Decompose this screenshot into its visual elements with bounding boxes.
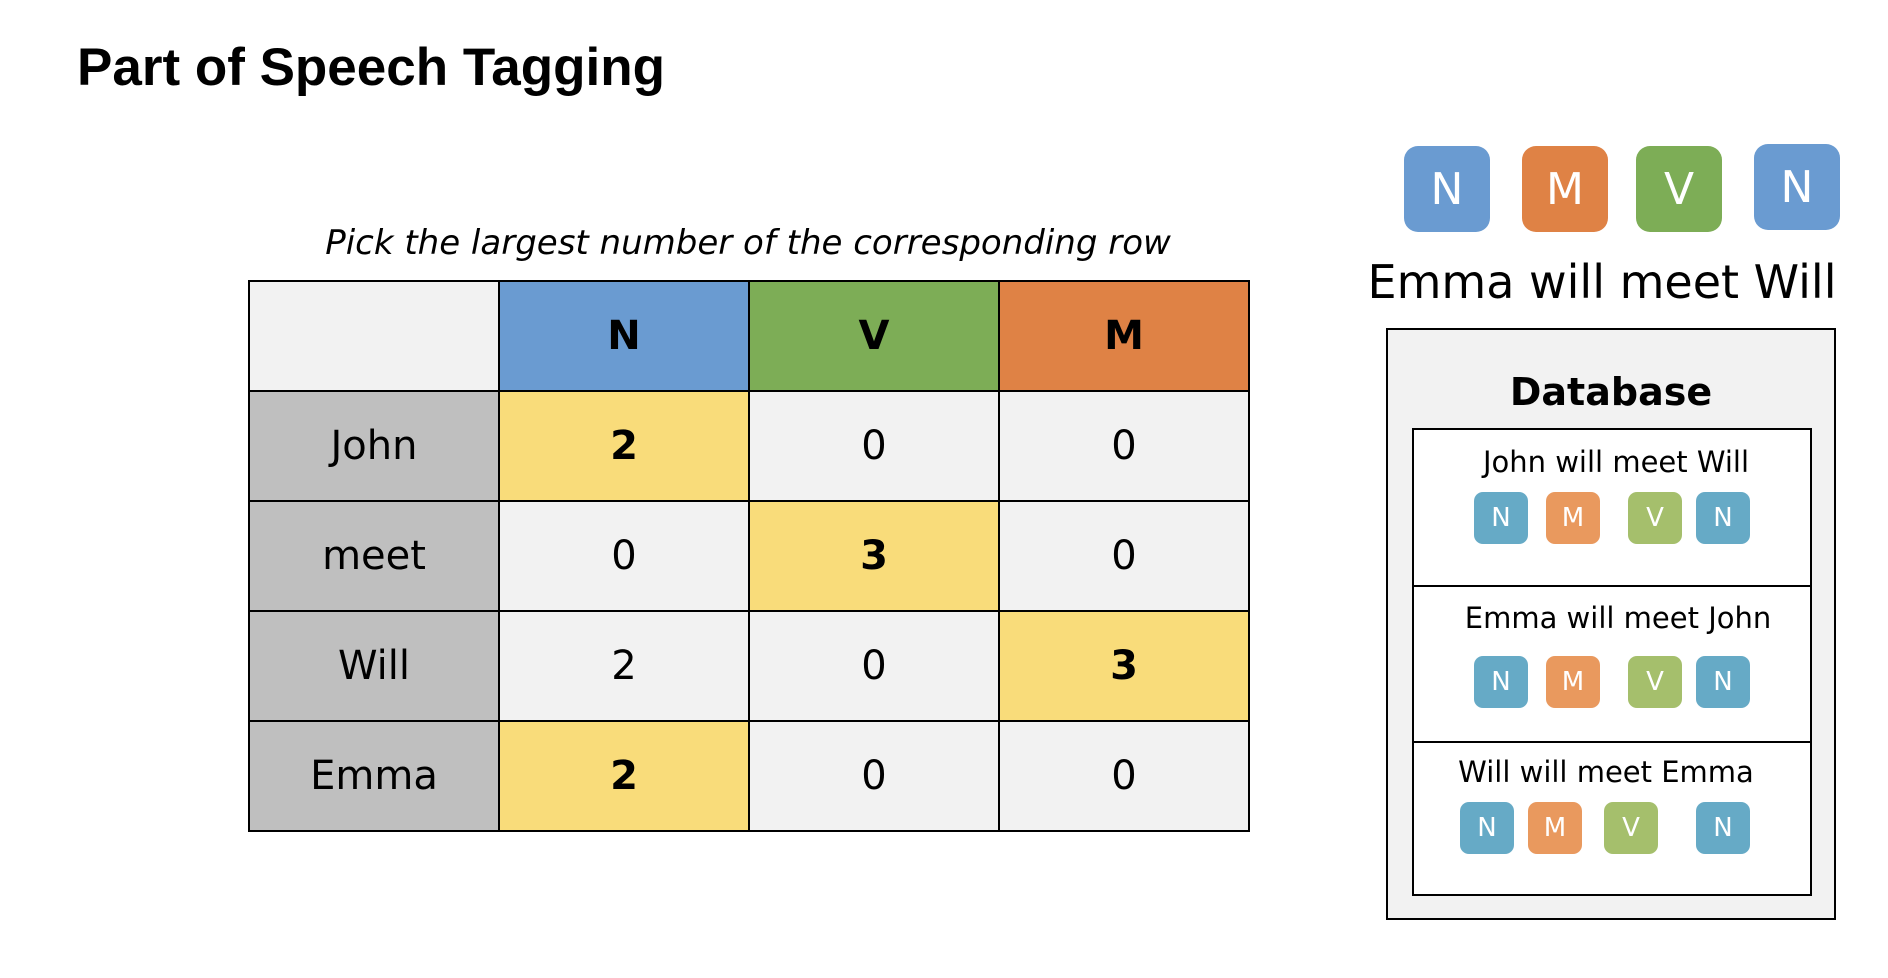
column-header-n: N xyxy=(498,280,750,392)
database-tag-verb: V xyxy=(1628,656,1682,708)
table-cell: 0 xyxy=(498,500,750,612)
database-tag-noun: N xyxy=(1460,802,1514,854)
table-cell: 0 xyxy=(998,390,1250,502)
target-tag-noun: N xyxy=(1404,146,1490,232)
database-tag-modal: M xyxy=(1546,492,1600,544)
table-cell: 0 xyxy=(748,610,1000,722)
table-cell: 0 xyxy=(998,500,1250,612)
table-row: Will 2 0 3 xyxy=(248,610,1250,722)
table-cell: 2 xyxy=(498,720,750,832)
table-cell: 3 xyxy=(748,500,1000,612)
database-sentence: Emma will meet John xyxy=(1464,601,1772,635)
table-cell: 2 xyxy=(498,390,750,502)
column-header-m: M xyxy=(998,280,1250,392)
row-label-emma: Emma xyxy=(248,720,500,832)
database-tag-modal: M xyxy=(1528,802,1582,854)
database-sentence: John will meet Will xyxy=(1482,445,1750,479)
target-tag-modal: M xyxy=(1522,146,1608,232)
row-label-john: John xyxy=(248,390,500,502)
database-tag-noun: N xyxy=(1474,656,1528,708)
database-tag-verb: V xyxy=(1628,492,1682,544)
target-sentence: Emma will meet Will xyxy=(1367,255,1837,309)
database-sentence: Will will meet Emma xyxy=(1458,755,1754,789)
table-cell: 0 xyxy=(748,390,1000,502)
table-cell: 0 xyxy=(998,720,1250,832)
tag-count-table: N V M John 2 0 0 meet 0 3 0 Will 2 0 3 E… xyxy=(248,280,1250,832)
table-cell: 3 xyxy=(998,610,1250,722)
table-row: Emma 2 0 0 xyxy=(248,720,1250,832)
database-divider xyxy=(1412,585,1812,587)
database-tag-noun: N xyxy=(1696,656,1750,708)
database-tag-noun: N xyxy=(1474,492,1528,544)
table-corner-cell xyxy=(248,280,500,392)
column-header-v: V xyxy=(748,280,1000,392)
database-title: Database xyxy=(1509,370,1713,414)
table-header-row: N V M xyxy=(248,280,1250,392)
table-cell: 0 xyxy=(748,720,1000,832)
page-title: Part of Speech Tagging xyxy=(77,38,665,97)
database-tag-noun: N xyxy=(1696,492,1750,544)
row-label-meet: meet xyxy=(248,500,500,612)
database-tag-noun: N xyxy=(1696,802,1750,854)
table-cell: 2 xyxy=(498,610,750,722)
row-label-will: Will xyxy=(248,610,500,722)
target-tag-verb: V xyxy=(1636,146,1722,232)
table-caption: Pick the largest number of the correspon… xyxy=(325,223,1171,263)
database-divider xyxy=(1412,741,1812,743)
table-row: John 2 0 0 xyxy=(248,390,1250,502)
table-row: meet 0 3 0 xyxy=(248,500,1250,612)
target-tag-noun: N xyxy=(1754,144,1840,230)
database-tag-modal: M xyxy=(1546,656,1600,708)
database-tag-verb: V xyxy=(1604,802,1658,854)
